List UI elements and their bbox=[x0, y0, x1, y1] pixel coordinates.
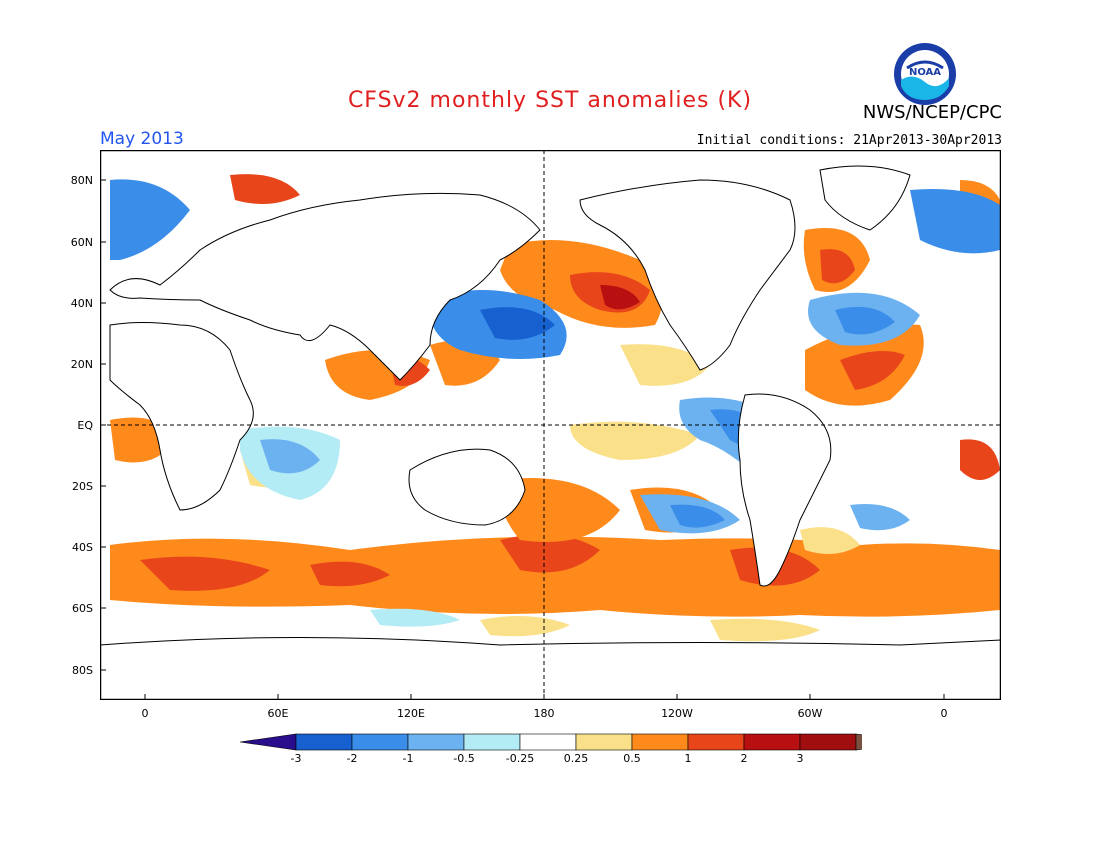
lon-label: 60E bbox=[267, 707, 289, 720]
colorbar-segment bbox=[407, 733, 465, 751]
colorbar-segment bbox=[687, 733, 745, 751]
lat-label: EQ bbox=[77, 419, 93, 432]
colorbar-label: -3 bbox=[290, 752, 302, 765]
sst-anomaly-map bbox=[100, 150, 1001, 700]
chart-title: CFSv2 monthly SST anomalies (K) bbox=[347, 88, 753, 113]
lat-label: 40N bbox=[70, 297, 93, 310]
forecast-period: May 2013 bbox=[100, 129, 184, 149]
colorbar-label: 3 bbox=[796, 752, 804, 765]
lon-label: 180 bbox=[533, 707, 555, 720]
lon-label: 60W bbox=[797, 707, 823, 720]
svg-text:NOAA: NOAA bbox=[909, 67, 941, 78]
noaa-logo-icon: NOAA bbox=[894, 43, 956, 105]
initial-conditions: Initial conditions: 21Apr2013-30Apr2013 bbox=[696, 133, 1002, 148]
lat-label: 20N bbox=[70, 358, 93, 371]
colorbar-label: 0.25 bbox=[563, 752, 589, 765]
lat-label: 80N bbox=[70, 174, 93, 187]
lon-label: 0 bbox=[141, 707, 149, 720]
lat-label: 20S bbox=[72, 480, 93, 493]
colorbar-segment bbox=[631, 733, 689, 751]
colorbar-label: 2 bbox=[740, 752, 748, 765]
lat-label: 80S bbox=[72, 664, 93, 677]
lon-label: 0 bbox=[940, 707, 948, 720]
colorbar-label: -0.25 bbox=[505, 752, 535, 765]
axis-ticks bbox=[100, 179, 945, 700]
colorbar-label: -1 bbox=[402, 752, 414, 765]
coastlines bbox=[100, 165, 1001, 700]
colorbar-segment bbox=[295, 733, 353, 751]
lat-label: 60N bbox=[70, 236, 93, 249]
colorbar-segment bbox=[351, 733, 409, 751]
colorbar-segment bbox=[463, 733, 521, 751]
colorbar-segment bbox=[799, 733, 857, 751]
colorbar-max-arrow bbox=[855, 733, 862, 751]
colorbar-segment bbox=[575, 733, 633, 751]
colorbar-label: -2 bbox=[346, 752, 358, 765]
colorbar-label: 1 bbox=[684, 752, 692, 765]
credit-label: NWS/NCEP/CPC bbox=[862, 102, 1002, 123]
colorbar-segment bbox=[519, 733, 577, 751]
colorbar-label: 0.5 bbox=[623, 752, 641, 765]
colorbar-label: -0.5 bbox=[453, 752, 475, 765]
lat-label: 40S bbox=[72, 541, 93, 554]
colorbar-segment bbox=[743, 733, 801, 751]
lat-label: 60S bbox=[72, 602, 93, 615]
lon-label: 120W bbox=[661, 707, 693, 720]
lon-label: 120E bbox=[397, 707, 425, 720]
colorbar-min-arrow bbox=[240, 733, 297, 751]
colorbar bbox=[240, 733, 862, 751]
